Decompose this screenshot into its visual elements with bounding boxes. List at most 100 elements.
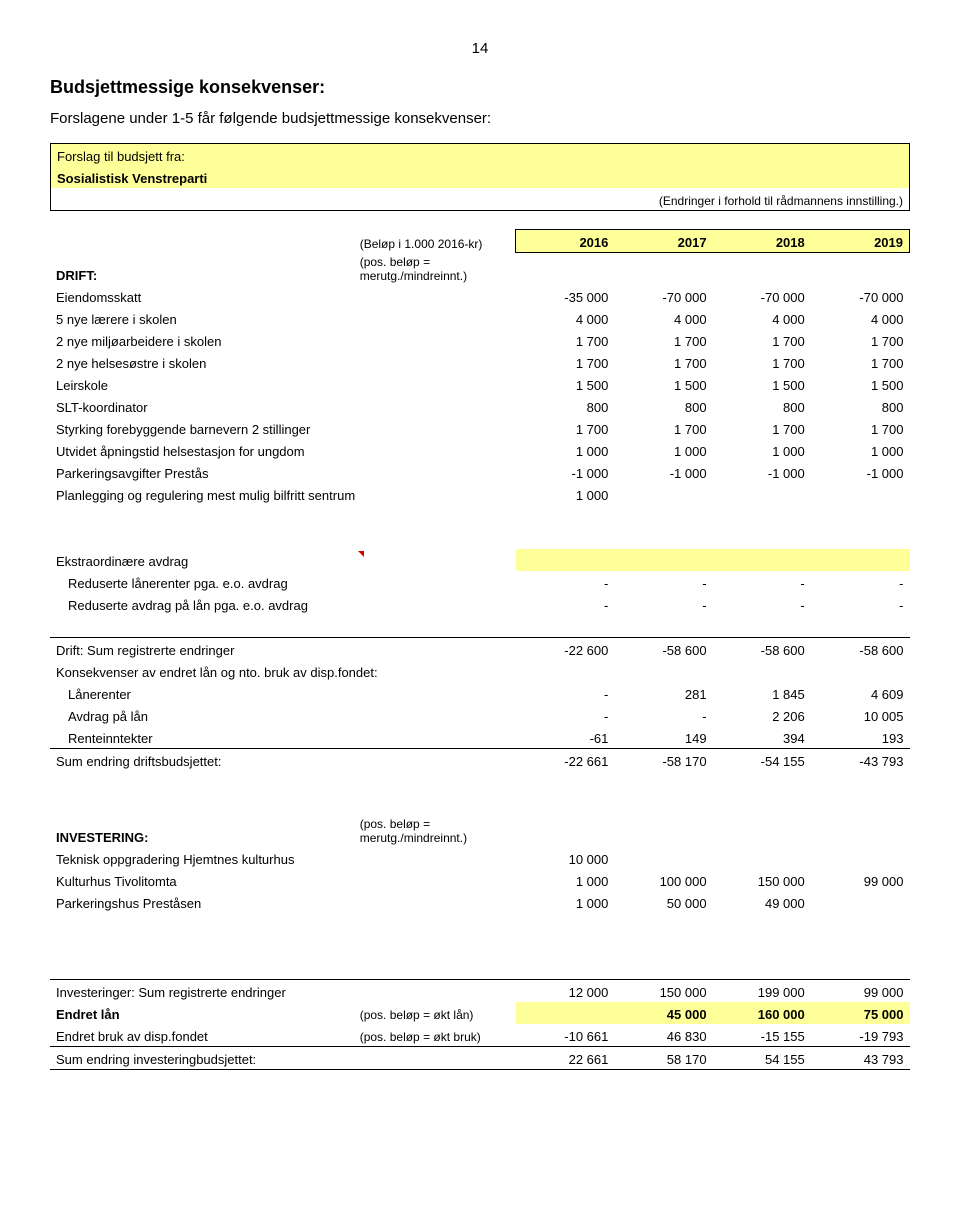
row-value: 800 (516, 395, 615, 417)
endret-fond-v2: -15 155 (713, 1024, 811, 1047)
row-label: Reduserte avdrag på lån pga. e.o. avdrag (50, 593, 516, 615)
row-label: Avdrag på lån (50, 704, 516, 726)
drift-total-v3: -43 793 (811, 748, 910, 771)
row-value: 149 (614, 726, 712, 749)
row-value: 800 (614, 395, 712, 417)
row-value: -1 000 (811, 461, 910, 483)
row-value: 1 000 (516, 869, 615, 891)
row-value: - (811, 593, 910, 615)
row-value: 1 700 (614, 329, 712, 351)
budget-table: (Beløp i 1.000 2016-kr) 2016 2017 2018 2… (50, 229, 910, 1070)
row-value: 1 700 (713, 329, 811, 351)
row-value: - (614, 593, 712, 615)
inv-total-v0: 22 661 (516, 1046, 615, 1069)
row-value: - (614, 571, 712, 593)
row-value: 1 500 (614, 373, 712, 395)
year-2019: 2019 (811, 230, 910, 253)
page-number: 14 (50, 40, 910, 57)
row-value: 281 (614, 682, 712, 704)
endret-lan-v3: 75 000 (811, 1002, 910, 1024)
row-value: 100 000 (614, 869, 712, 891)
inv-total-label: Sum endring investeringbudsjettet: (50, 1046, 516, 1069)
row-value: 1 700 (516, 351, 615, 373)
year-2017: 2017 (614, 230, 712, 253)
row-value: 1 000 (811, 439, 910, 461)
endret-lan-v2: 160 000 (713, 1002, 811, 1024)
inv-note: (pos. beløp = merutg./mindreinnt.) (354, 815, 516, 847)
row-value: 4 000 (811, 307, 910, 329)
drift-total-label: Sum endring driftsbudsjettet: (50, 748, 516, 771)
drift-sum-v3: -58 600 (811, 637, 910, 660)
year-2016: 2016 (516, 230, 615, 253)
drift-sum-v0: -22 600 (516, 637, 615, 660)
inv-total-v1: 58 170 (614, 1046, 712, 1069)
inv-total-v3: 43 793 (811, 1046, 910, 1069)
row-value: 1 700 (811, 329, 910, 351)
inv-sum-v2: 199 000 (713, 979, 811, 1002)
row-value: - (516, 682, 615, 704)
drift-total-v1: -58 170 (614, 748, 712, 771)
row-value: 49 000 (713, 891, 811, 913)
drift-total-v2: -54 155 (713, 748, 811, 771)
endret-lan-note: (pos. beløp = økt lån) (354, 1002, 516, 1024)
row-label: Kulturhus Tivolitomta (50, 869, 516, 891)
row-value: - (811, 571, 910, 593)
row-label: Utvidet åpningstid helsestasjon for ungd… (50, 439, 516, 461)
drift-header: DRIFT: (50, 253, 354, 285)
row-value: 193 (811, 726, 910, 749)
row-value: 1 700 (516, 329, 615, 351)
row-value: 1 000 (516, 891, 615, 913)
drift-total-v0: -22 661 (516, 748, 615, 771)
row-value (614, 847, 712, 869)
row-value: 2 206 (713, 704, 811, 726)
endret-fond-v1: 46 830 (614, 1024, 712, 1047)
inv-sum-label: Investeringer: Sum registrerte endringer (50, 979, 516, 1002)
row-value: - (713, 571, 811, 593)
row-value: 1 700 (713, 351, 811, 373)
row-label: Eiendomsskatt (50, 285, 516, 307)
row-value: 50 000 (614, 891, 712, 913)
row-label: Reduserte lånerenter pga. e.o. avdrag (50, 571, 516, 593)
row-value: 1 500 (516, 373, 615, 395)
drift-sum-label: Drift: Sum registrerte endringer (50, 637, 516, 660)
row-value: 4 000 (614, 307, 712, 329)
row-value (811, 483, 910, 505)
row-value: 4 000 (516, 307, 615, 329)
header-note: (Endringer i forhold til rådmannens inns… (51, 188, 910, 211)
row-value: 1 700 (811, 351, 910, 373)
row-value: 1 700 (614, 417, 712, 439)
endret-fond-v3: -19 793 (811, 1024, 910, 1047)
row-value: - (516, 593, 615, 615)
row-value: -70 000 (614, 285, 712, 307)
row-label: Styrking forebyggende barnevern 2 stilli… (50, 417, 516, 439)
row-value: -70 000 (811, 285, 910, 307)
row-label: Renteinntekter (50, 726, 516, 749)
row-value (614, 483, 712, 505)
inv-sum-v3: 99 000 (811, 979, 910, 1002)
endret-lan-v0 (516, 1002, 615, 1024)
row-value: 1 500 (811, 373, 910, 395)
endret-fond-note: (pos. beløp = økt bruk) (354, 1024, 516, 1047)
drift-note: (pos. beløp = merutg./mindreinnt.) (354, 253, 516, 285)
drift-sum-v1: -58 600 (614, 637, 712, 660)
row-value: 1 000 (516, 483, 615, 505)
party-line: Sosialistisk Venstreparti (51, 166, 910, 188)
unit-label: (Beløp i 1.000 2016-kr) (354, 230, 516, 253)
row-value: 150 000 (713, 869, 811, 891)
row-label: Parkeringsavgifter Prestås (50, 461, 516, 483)
ekstra-header: Ekstraordinære avdrag (50, 549, 354, 571)
row-value: -1 000 (614, 461, 712, 483)
row-value: 1 700 (713, 417, 811, 439)
row-value: -35 000 (516, 285, 615, 307)
row-value: -1 000 (516, 461, 615, 483)
endret-lan-v1: 45 000 (614, 1002, 712, 1024)
row-value (713, 483, 811, 505)
row-label: Parkeringshus Preståsen (50, 891, 516, 913)
row-value (713, 847, 811, 869)
inv-header: INVESTERING: (50, 815, 354, 847)
row-value: -70 000 (713, 285, 811, 307)
row-value: 1 000 (516, 439, 615, 461)
row-value: -1 000 (713, 461, 811, 483)
row-value: 4 609 (811, 682, 910, 704)
forslag-line: Forslag til budsjett fra: (51, 144, 910, 167)
